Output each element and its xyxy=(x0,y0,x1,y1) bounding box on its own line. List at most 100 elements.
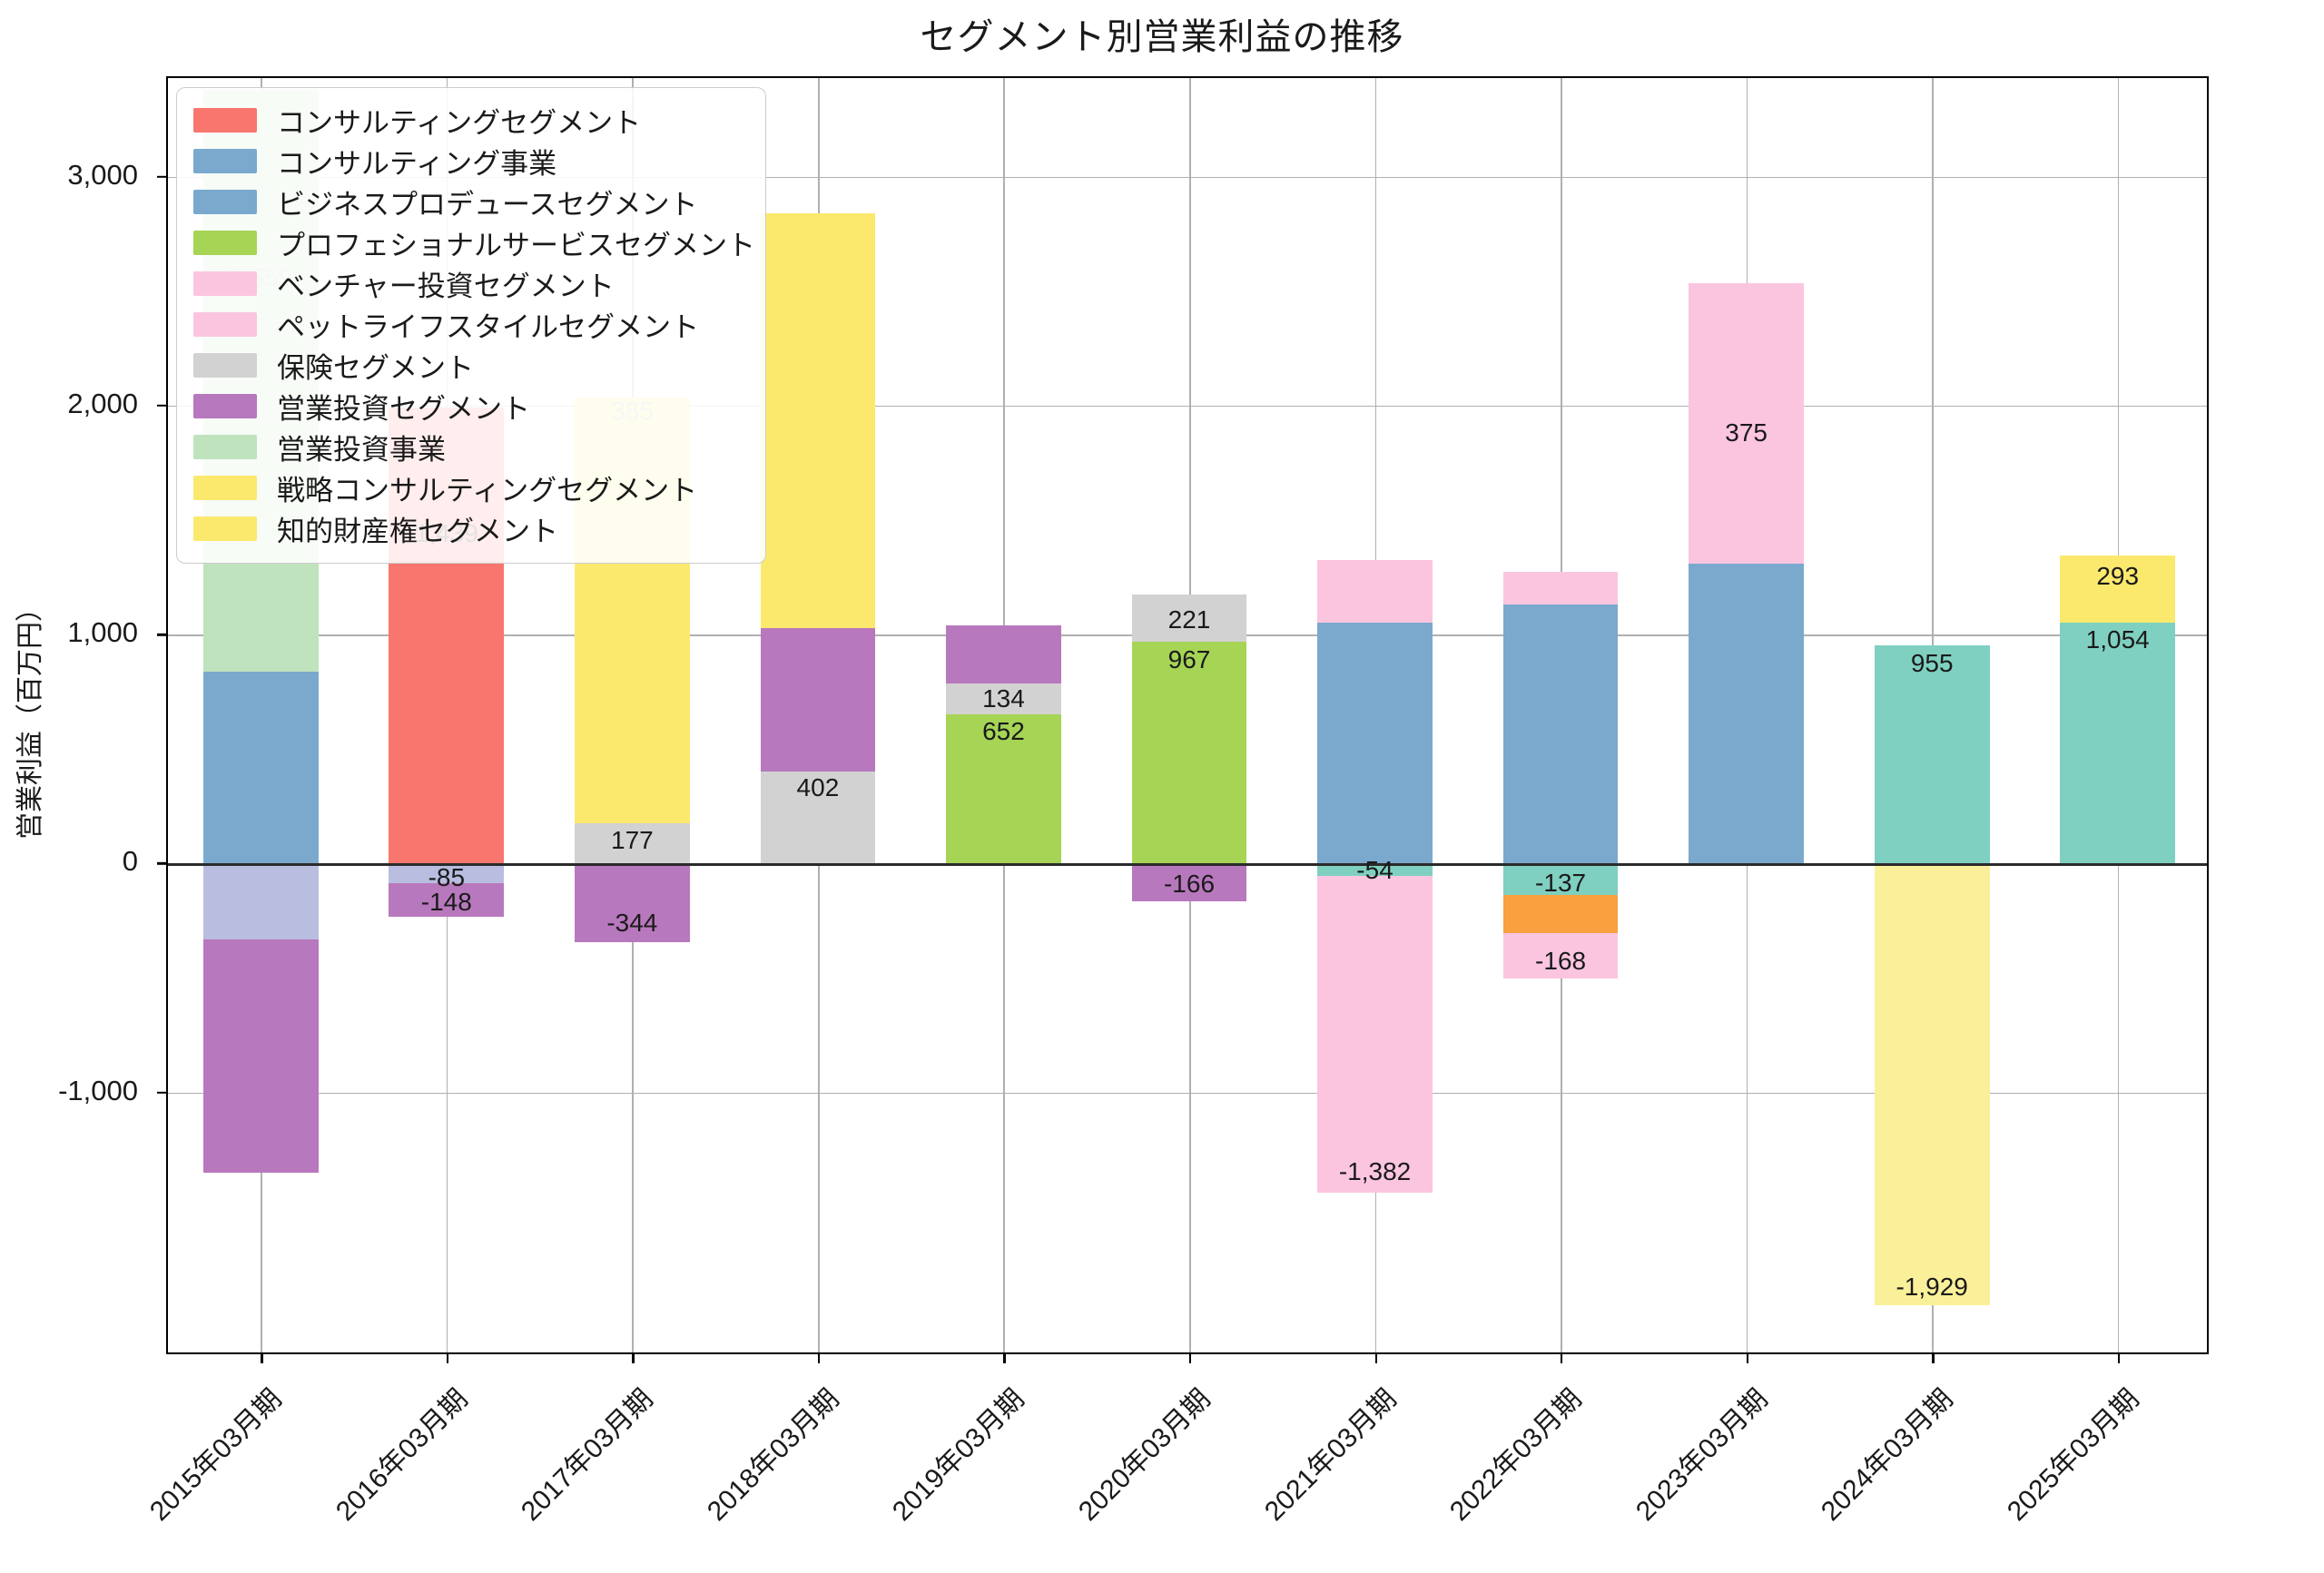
legend-item-label: 保険セグメント xyxy=(277,352,474,384)
bar-segment[interactable] xyxy=(1689,283,1805,564)
legend-swatch-icon xyxy=(193,231,257,255)
legend-swatch-icon xyxy=(193,149,257,173)
bar-segment[interactable] xyxy=(1689,563,1805,864)
bar-segment[interactable] xyxy=(1502,933,1619,979)
legend-item-label: 営業投資事業 xyxy=(277,434,446,466)
y-tick-label: 3,000 xyxy=(67,158,138,191)
y-tick-label: 2,000 xyxy=(67,387,138,419)
y-tick-mark xyxy=(157,1091,168,1095)
x-tick-label: 2022年03月期 xyxy=(1444,1383,1588,1528)
legend-item[interactable]: 営業投資事業 xyxy=(193,427,751,467)
legend-swatch-icon xyxy=(193,312,257,337)
bar-segment[interactable] xyxy=(760,772,876,864)
x-tick-label: 2017年03月期 xyxy=(516,1383,660,1528)
x-tick-mark xyxy=(817,1352,821,1363)
x-tick-label: 2020年03月期 xyxy=(1072,1383,1216,1528)
x-tick-mark xyxy=(1003,1352,1006,1363)
legend-swatch-icon xyxy=(193,394,257,418)
x-tick-mark xyxy=(1374,1352,1377,1363)
bar-segment[interactable] xyxy=(389,882,505,918)
bar-segment[interactable] xyxy=(202,863,319,939)
bar-group[interactable] xyxy=(1317,78,1433,1352)
x-tick-mark xyxy=(1189,1352,1192,1363)
legend-item[interactable]: プロフェショナルサービスセグメント xyxy=(193,222,755,263)
x-tick-label: 2015年03月期 xyxy=(144,1383,288,1528)
legend-item-label: ベンチャー投資セグメント xyxy=(277,270,615,302)
bar-segment[interactable] xyxy=(574,822,690,864)
y-tick-label: 1,000 xyxy=(67,616,138,649)
bar-group[interactable] xyxy=(1131,78,1247,1352)
x-tick-label: 2016年03月期 xyxy=(330,1383,474,1528)
bar-segment[interactable] xyxy=(1874,863,1990,1306)
y-tick-mark xyxy=(157,862,168,865)
bar-segment[interactable] xyxy=(574,863,690,943)
legend-item[interactable]: コンサルティングセグメント xyxy=(193,100,751,141)
x-tick-mark xyxy=(1561,1352,1563,1363)
legend-swatch-icon xyxy=(193,108,257,133)
legend-item-label: プロフェショナルサービスセグメント xyxy=(277,230,755,261)
legend-swatch-icon xyxy=(193,516,257,541)
x-tick-mark xyxy=(261,1352,263,1363)
legend: コンサルティングセグメントコンサルティング事業ビジネスプロデュースセグメントプロ… xyxy=(176,87,766,564)
bar-group[interactable] xyxy=(2060,78,2176,1352)
bar-segment[interactable] xyxy=(760,627,876,772)
bar-segment[interactable] xyxy=(1502,571,1619,605)
x-tick-mark xyxy=(632,1352,635,1363)
legend-swatch-icon xyxy=(193,353,257,378)
x-tick-mark xyxy=(1932,1352,1935,1363)
y-tick-mark xyxy=(157,633,168,636)
bar-segment[interactable] xyxy=(1131,595,1247,643)
legend-item-label: 営業投資セグメント xyxy=(277,393,530,425)
bar-segment[interactable] xyxy=(2060,622,2176,864)
bar-segment[interactable] xyxy=(1874,644,1990,864)
bar-group[interactable] xyxy=(1874,78,1990,1352)
y-tick-mark xyxy=(157,175,168,178)
y-gridline xyxy=(168,1092,2207,1095)
legend-item-label: ビジネスプロデュースセグメント xyxy=(277,189,698,221)
y-gridline xyxy=(168,176,2207,179)
legend-item[interactable]: ベンチャー投資セグメント xyxy=(193,263,751,304)
chart-root: セグメント別営業利益の推移 営業利益（百万円） 2,5591,439-85-14… xyxy=(15,17,2209,1527)
bar-group[interactable] xyxy=(946,78,1061,1352)
x-tick-label: 2021年03月期 xyxy=(1258,1383,1403,1528)
legend-swatch-icon xyxy=(193,190,257,214)
bar-segment[interactable] xyxy=(389,863,505,883)
legend-item[interactable]: 保険セグメント xyxy=(193,345,751,386)
bar-segment[interactable] xyxy=(1502,863,1619,896)
legend-item[interactable]: ペットライフスタイルセグメント xyxy=(193,304,751,345)
bar-segment[interactable] xyxy=(1317,863,1433,877)
legend-swatch-icon xyxy=(193,435,257,459)
x-tick-label: 2024年03月期 xyxy=(1816,1383,1959,1528)
legend-item[interactable]: 戦略コンサルティングセグメント xyxy=(193,467,751,508)
bar-group[interactable] xyxy=(1502,78,1619,1352)
legend-item[interactable]: ビジネスプロデュースセグメント xyxy=(193,182,751,222)
bar-segment[interactable] xyxy=(946,624,1061,684)
legend-item[interactable]: 営業投資セグメント xyxy=(193,386,751,427)
legend-swatch-icon xyxy=(193,476,257,500)
bar-segment[interactable] xyxy=(1502,895,1619,934)
y-tick-label: -1,000 xyxy=(58,1074,138,1106)
bar-segment[interactable] xyxy=(1131,642,1247,864)
bar-segment[interactable] xyxy=(1317,560,1433,624)
bar-segment[interactable] xyxy=(1131,863,1247,902)
bar-segment[interactable] xyxy=(946,683,1061,714)
legend-item-label: コンサルティング事業 xyxy=(277,148,557,180)
bar-segment[interactable] xyxy=(202,939,319,1173)
x-tick-mark xyxy=(1746,1352,1749,1363)
bar-segment[interactable] xyxy=(2060,555,2176,623)
bar-segment[interactable] xyxy=(946,713,1061,864)
bar-segment[interactable] xyxy=(1502,605,1619,864)
bar-segment[interactable] xyxy=(1317,623,1433,864)
bar-segment[interactable] xyxy=(760,212,876,628)
bar-segment[interactable] xyxy=(1317,876,1433,1193)
legend-item-label: ペットライフスタイルセグメント xyxy=(277,311,699,343)
page-title: セグメント別営業利益の推移 xyxy=(920,17,1404,57)
y-gridline xyxy=(168,405,2207,408)
y-tick-label: 0 xyxy=(122,845,138,878)
legend-item[interactable]: コンサルティング事業 xyxy=(193,141,751,182)
x-tick-mark xyxy=(2117,1352,2121,1363)
bar-segment[interactable] xyxy=(202,671,319,864)
bar-group[interactable] xyxy=(760,78,876,1352)
bar-group[interactable] xyxy=(1689,78,1805,1352)
legend-item[interactable]: 知的財産権セグメント xyxy=(193,508,751,549)
